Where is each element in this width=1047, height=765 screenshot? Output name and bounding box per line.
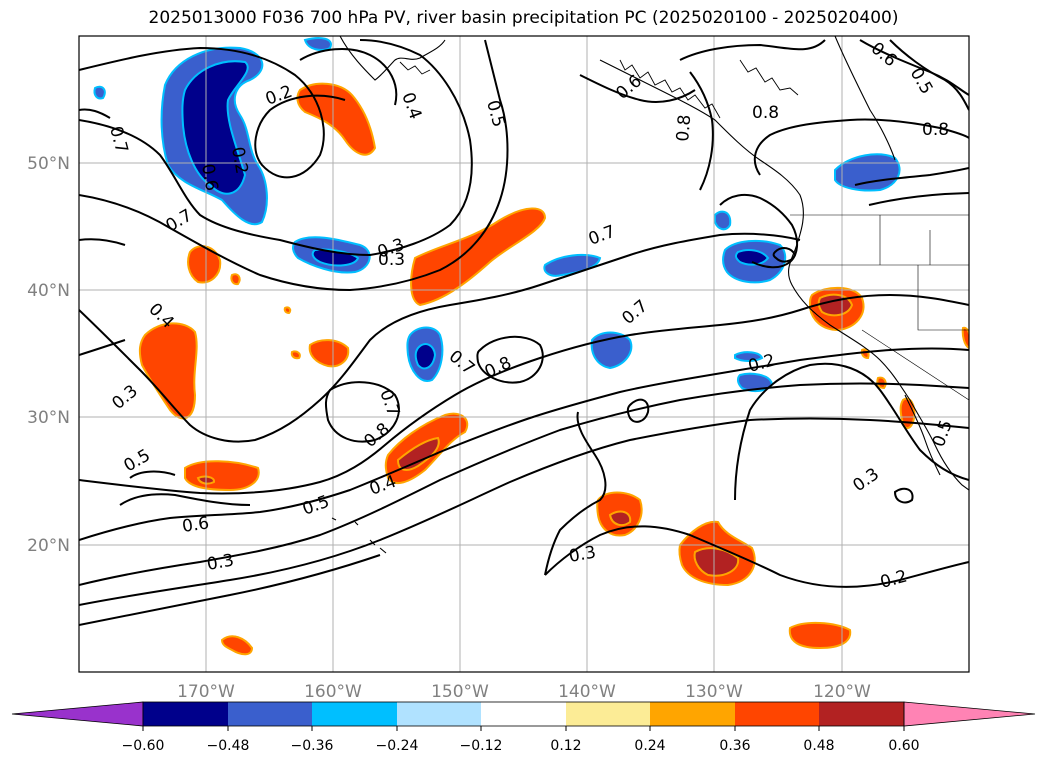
lat-label: 20°N [27, 536, 70, 556]
contour-label: 0.8 [360, 419, 394, 452]
axis-labels: 50°N 40°N 30°N 20°N 170°W 160°W 150°W 14… [27, 154, 871, 702]
contour-label: 0.5 [906, 65, 937, 98]
colorbar-bin [566, 702, 650, 726]
contour-label: 0.6 [612, 71, 646, 104]
map-title: 2025013000 F036 700 hPa PV, river basin … [148, 8, 899, 28]
contour-label: 0.4 [397, 90, 425, 122]
colorbar-tick-label: 0.60 [888, 738, 919, 754]
lon-label: 170°W [177, 682, 235, 702]
contour-label: 0.2 [227, 145, 251, 175]
contour-label: 0.2 [263, 82, 295, 110]
contour-label: 0.6 [181, 513, 211, 537]
lon-label: 150°W [431, 682, 489, 702]
contour-label: 0.5 [482, 98, 508, 129]
lon-label: 120°W [813, 682, 871, 702]
contour-label: 0.7 [105, 124, 131, 155]
contour-label: 0.7 [163, 205, 196, 236]
map-frame [78, 35, 970, 673]
colorbar-tick-label: 0.12 [550, 738, 581, 754]
contour-label: 0.3 [567, 543, 597, 567]
colorbar-bin [650, 702, 735, 726]
colorbar-extend-max [903, 701, 1036, 727]
contour-label: 0.6 [867, 39, 901, 72]
colorbar-tick-labels: −0.60 −0.48 −0.36 −0.24 −0.12 0.12 0.24 … [122, 738, 920, 754]
contour-label: 0.2 [878, 567, 909, 593]
colorbar-bin [735, 702, 819, 726]
colorbar: −0.60 −0.48 −0.36 −0.24 −0.12 0.12 0.24 … [11, 701, 1036, 754]
colorbar-tick-label: −0.60 [122, 738, 165, 754]
borders [790, 214, 969, 401]
contour-label: 0.8 [673, 114, 695, 143]
contour-label: 0.3 [108, 381, 142, 414]
colorbar-tick-label: −0.12 [460, 738, 503, 754]
contour-label: 0.8 [922, 120, 949, 140]
contour-label: 0.5 [300, 492, 332, 520]
colorbar-bin [481, 702, 566, 726]
contour-label: 0.7 [445, 347, 479, 380]
detail-coasts [399, 59, 799, 119]
map-area [79, 36, 969, 672]
contour-label: 0.5 [929, 417, 957, 449]
graticule [79, 36, 969, 672]
colorbar-bin [819, 702, 904, 726]
colorbar-bin [312, 702, 397, 726]
colorbar-bin [143, 702, 228, 726]
colorbar-tick-label: −0.36 [291, 738, 334, 754]
contour-label: 0.3 [849, 464, 883, 496]
colorbar-tick-label: 0.48 [803, 738, 834, 754]
colorbar-tick-label: 0.36 [719, 738, 750, 754]
colorbar-ticks [142, 726, 905, 731]
contour-label: 0.3 [378, 250, 405, 270]
contour-label: 0.7 [586, 222, 618, 250]
colorbar-extend-min [11, 701, 144, 727]
lon-label: 130°W [685, 682, 743, 702]
colorbar-outline [142, 701, 905, 727]
lon-label: 140°W [558, 682, 616, 702]
lon-label: 160°W [304, 682, 362, 702]
colorbar-tick-label: −0.48 [207, 738, 250, 754]
coastlines [331, 36, 969, 554]
contour-label: 0.7 [618, 296, 652, 329]
contour-label: 0.3 [205, 551, 235, 575]
colorbar-tick-label: −0.24 [376, 738, 419, 754]
lat-label: 40°N [27, 281, 70, 301]
lat-label: 50°N [27, 154, 70, 174]
colorbar-bin [228, 702, 312, 726]
lat-label: 30°N [27, 408, 70, 428]
colorbar-bin [397, 702, 481, 726]
pv-contours [79, 39, 969, 626]
contour-label: 0.8 [752, 103, 779, 123]
colorbar-tick-label: 0.24 [634, 738, 665, 754]
contour-label: 0.6 [197, 162, 221, 192]
